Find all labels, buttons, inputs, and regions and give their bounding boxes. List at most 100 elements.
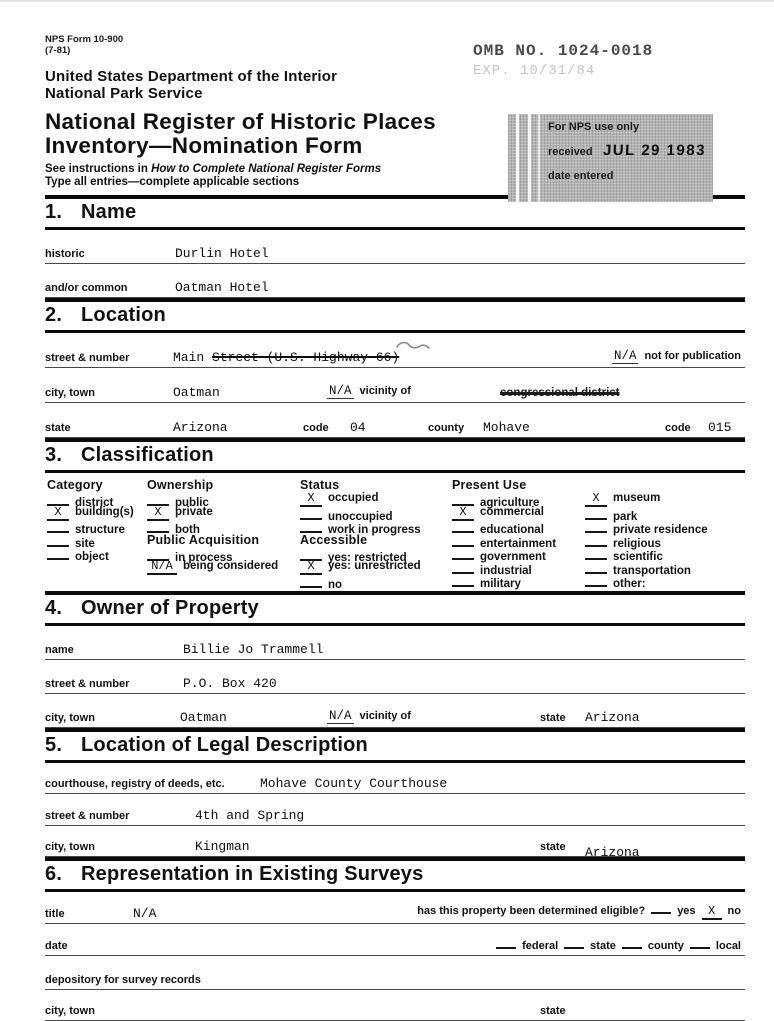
received-label: received: [548, 146, 593, 158]
survey-title-value: N/A: [133, 906, 157, 921]
owner-state-label: state: [540, 712, 566, 724]
not-for-publication-label: not for publication: [644, 350, 741, 362]
local-blank: [689, 935, 710, 949]
document-title: National Register of Historic Places Inv…: [45, 110, 745, 157]
code-label: code: [303, 422, 329, 434]
survey-level-cluster: federal state county local: [496, 935, 741, 952]
legal-street-label: street & number: [45, 810, 130, 822]
county-value: Mohave: [483, 420, 530, 435]
federal-blank: [496, 935, 517, 949]
field-row-historic: historic Durlin Hotel: [45, 230, 745, 264]
instructions-line-2: Type all entries—complete applicable sec…: [45, 176, 300, 188]
historic-label: historic: [45, 248, 85, 260]
eligible-no-blank: X: [701, 905, 722, 920]
pencil-squiggle-icon: [395, 339, 431, 357]
field-row-state: state Arizona code 04 county Mohave code…: [45, 403, 745, 438]
depository-label: depository for survey records: [45, 974, 201, 986]
section-5-title: Location of Legal Description: [81, 734, 368, 756]
public-acquisition-header: Public Acquisition: [147, 532, 260, 547]
owner-vicinity-cluster: N/A vicinity of: [327, 709, 411, 724]
federal-label: federal: [522, 940, 559, 952]
vicinity-label: vicinity of: [359, 385, 411, 397]
checkbox-district: district: [47, 492, 147, 509]
omb-expiration: EXP. 10/31/84: [473, 63, 596, 79]
field-row-owner-street: street & number P.O. Box 420: [45, 660, 745, 694]
eligible-no-label: no: [727, 905, 741, 917]
owner-street-label: street & number: [45, 678, 130, 690]
owner-city-value: Oatman: [180, 710, 227, 725]
legal-city-value: Kingman: [195, 839, 250, 854]
owner-street-value: P.O. Box 420: [183, 676, 277, 691]
agency-title: United States Department of the Interior…: [45, 68, 745, 102]
field-row-depository: depository for survey records: [45, 956, 745, 990]
instructions-manual-title: How to Complete National Register Forms: [151, 163, 382, 175]
category-header: Category: [47, 478, 103, 492]
section-2-number: 2.: [45, 304, 63, 326]
checkbox-yes-restricted: yes: restricted: [300, 547, 452, 564]
omb-stamp: OMB NO. 1024-0018 EXP. 10/31/84: [473, 42, 653, 79]
checkbox-public: public: [147, 492, 300, 509]
section-6-title: Representation in Existing Surveys: [81, 863, 424, 885]
present-use-header: Present Use: [452, 478, 527, 492]
courthouse-value: Mohave County Courthouse: [260, 776, 448, 791]
field-row-owner-name: name Billie Jo Trammell: [45, 626, 745, 660]
city-value: Oatman: [173, 385, 220, 400]
state-label: state: [45, 422, 71, 434]
nps-box-heading: For NPS use only: [548, 121, 640, 133]
survey-city-label: city, town: [45, 1005, 95, 1017]
accessible-header: Accessible: [300, 532, 368, 547]
checkbox-being-considered: N/A being considered: [147, 560, 300, 575]
date-entered-label: date entered: [548, 170, 614, 182]
checkbox-entertainment: entertainment: [452, 533, 585, 550]
agency-line-1: United States Department of the Interior: [45, 68, 338, 85]
historic-value: Durlin Hotel: [175, 246, 269, 261]
street-value: Main Street (U.S. Highway 66): [173, 350, 400, 365]
status-header: Status: [300, 478, 340, 492]
section-6-header: 6. Representation in Existing Surveys: [45, 857, 745, 892]
section-4-number: 4.: [45, 597, 63, 619]
code2-value: 015: [708, 420, 732, 435]
street-value-struck: Street (U.S. Highway 66): [212, 350, 400, 365]
form-number: NPS Form 10-900: [45, 34, 124, 45]
checkbox-industrial: industrial: [452, 560, 585, 577]
state-blank: [564, 935, 585, 949]
checkbox-scientific: scientific: [585, 546, 745, 563]
county-level-label: county: [647, 940, 684, 952]
legal-state-value: Arizona: [585, 845, 640, 860]
field-row-legal-city: city, town Kingman state Arizona: [45, 826, 745, 860]
owner-vicinity-na: N/A: [327, 709, 354, 724]
city-label: city, town: [45, 387, 95, 399]
checkbox-educational: educational: [452, 519, 585, 536]
section-3-header: 3. Classification: [45, 438, 745, 473]
checkbox-private-residence: private residence: [585, 519, 745, 536]
county-label: county: [428, 422, 465, 434]
section-5-number: 5.: [45, 734, 63, 756]
title-line-1: National Register of Historic Places: [45, 109, 436, 134]
eligible-question: has this property been determined eligib…: [417, 905, 646, 917]
owner-name-label: name: [45, 644, 74, 656]
field-row-legal-street: street & number 4th and Spring: [45, 794, 745, 826]
section-4-title: Owner of Property: [81, 597, 259, 619]
owner-state-value: Arizona: [585, 710, 640, 725]
instructions-line-1: See instructions in How to Complete Nati…: [45, 163, 382, 175]
checkbox-park: park: [585, 506, 745, 523]
field-row-survey-title: title N/A has this property been determi…: [45, 892, 745, 924]
survey-state-label: state: [540, 1005, 566, 1017]
vicinity-cluster: N/A vicinity of: [327, 384, 411, 399]
eligible-yes-label: yes: [677, 905, 696, 917]
nomination-form-page: NPS Form 10-900 (7-81) OMB NO. 1024-0018…: [0, 34, 774, 1021]
field-row-survey-date: date federal state county local: [45, 924, 745, 956]
agency-line-2: National Park Service: [45, 85, 203, 102]
section-6-number: 6.: [45, 863, 63, 885]
ownership-header: Ownership: [147, 478, 214, 492]
section-5-header: 5. Location of Legal Description: [45, 728, 745, 763]
congressional-district-struck: congressional district: [500, 387, 620, 399]
checkbox-structure: structure: [47, 519, 147, 536]
